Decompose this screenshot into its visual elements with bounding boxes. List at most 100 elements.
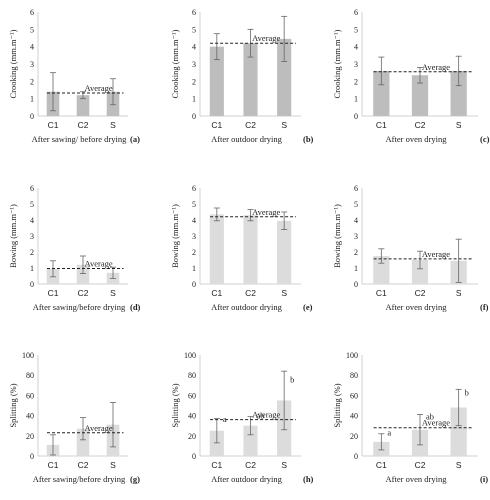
significance-letter: ab — [426, 411, 434, 421]
y-axis-label: Crooking (mm.m⁻¹) — [332, 29, 342, 98]
category-label: C1 — [211, 460, 222, 470]
y-tick-label: 80 — [26, 371, 34, 380]
y-tick-label: 5 — [354, 25, 358, 34]
y-tick-label: 60 — [350, 391, 358, 400]
panel-d: 0 1 2 3 4 5 6 Bowing (mm.m⁻¹) C1 C2 S Average After … — [8, 184, 141, 312]
y-tick-label: 0 — [30, 452, 34, 461]
bar — [243, 43, 258, 117]
panel-label: (f) — [480, 302, 489, 312]
panel-label: (h) — [303, 474, 314, 484]
significance-letter: a — [223, 414, 227, 424]
y-tick-label: 6 — [192, 8, 196, 17]
panel-label: (c) — [480, 134, 490, 144]
x-axis-label: After oven drying — [386, 302, 448, 312]
bar — [277, 220, 292, 284]
y-tick-label: 1 — [192, 264, 196, 273]
bar — [209, 430, 224, 456]
bar — [209, 214, 224, 284]
y-axis-label: Crooking (mm.m⁻¹) — [8, 29, 18, 98]
bar — [450, 70, 467, 116]
y-tick-label: 3 — [30, 232, 34, 241]
category-label: S — [110, 120, 116, 130]
y-tick-label: 3 — [192, 232, 196, 241]
x-axis-label: After sawing/before drying — [33, 474, 126, 484]
average-label: Average — [85, 258, 113, 268]
y-tick-label: 2 — [30, 248, 34, 257]
panel-f: 0 1 2 3 4 5 6 Bowing (mm.m⁻¹) C1 C2 S Average After … — [332, 184, 489, 312]
category-label: S — [281, 120, 287, 130]
panel-h: 0 20 40 60 80 100 Splitting (%) C1 a C2 ab Sb Averag… — [170, 351, 314, 484]
average-label: Average — [85, 423, 113, 433]
category-label: C1 — [376, 460, 387, 470]
y-tick-label: 0 — [354, 280, 358, 289]
panel-label: (b) — [303, 134, 314, 144]
category-label: C1 — [211, 288, 222, 298]
bar — [373, 256, 390, 284]
y-tick-label: 0 — [192, 112, 196, 121]
category-label: C1 — [48, 120, 59, 130]
y-tick-label: 6 — [354, 8, 358, 17]
panel-a: 0 1 2 3 4 5 6 Crooking (mm.m⁻¹) C1 C2 S Average Afte… — [8, 8, 140, 144]
significance-letter: ab — [257, 411, 265, 421]
y-tick-label: 2 — [354, 77, 358, 86]
y-tick-label: 5 — [354, 200, 358, 209]
y-tick-label: 5 — [192, 200, 196, 209]
y-axis-label: Bowing (mm.m⁻¹) — [8, 204, 18, 268]
y-tick-label: 5 — [30, 25, 34, 34]
y-tick-label: 2 — [192, 77, 196, 86]
y-tick-label: 6 — [30, 8, 34, 17]
x-axis-label: After sawing/ before drying — [32, 134, 127, 144]
category-label: C1 — [48, 288, 59, 298]
y-tick-label: 4 — [30, 216, 34, 225]
x-axis-label: After outdoor drying — [211, 134, 283, 144]
y-tick-label: 1 — [192, 95, 196, 104]
category-label: C2 — [78, 288, 89, 298]
category-label: C2 — [245, 120, 256, 130]
y-tick-label: 0 — [30, 112, 34, 121]
y-tick-label: 6 — [30, 184, 34, 193]
bar — [411, 260, 429, 284]
bar — [209, 46, 224, 116]
bar — [243, 425, 258, 456]
category-label: C2 — [415, 120, 426, 130]
y-tick-label: 5 — [192, 25, 196, 34]
panel-i: 0 20 40 60 80 100 Splitting (%) C1 a C2 ab Sb Averag… — [332, 351, 488, 484]
category-label: C1 — [376, 120, 387, 130]
y-tick-label: 3 — [354, 60, 358, 69]
y-axis-label: Bowing (mm.m⁻¹) — [332, 204, 342, 268]
y-tick-label: 3 — [354, 232, 358, 241]
panel-label: (a) — [130, 134, 140, 144]
y-tick-label: 4 — [30, 43, 34, 52]
significance-letter: b — [465, 388, 469, 398]
category-label: S — [110, 288, 116, 298]
bar — [373, 70, 390, 116]
average-label: Average — [252, 207, 280, 217]
y-tick-label: 0 — [192, 452, 196, 461]
category-label: S — [110, 460, 116, 470]
category-label: S — [281, 460, 287, 470]
y-tick-label: 20 — [350, 432, 358, 441]
y-tick-label: 3 — [30, 60, 34, 69]
y-tick-label: 2 — [192, 248, 196, 257]
y-tick-label: 80 — [350, 371, 358, 380]
category-label: C2 — [78, 120, 89, 130]
y-axis-label: Splitting (%) — [332, 383, 342, 427]
y-tick-label: 100 — [22, 351, 34, 360]
significance-letter: b — [290, 374, 294, 384]
category-label: C2 — [245, 288, 256, 298]
category-label: C2 — [415, 288, 426, 298]
y-tick-label: 100 — [184, 351, 196, 360]
panel-b: 0 1 2 3 4 5 6 Crooking (mm.m⁻¹) C1 C2 S Average Afte… — [170, 8, 314, 144]
panel-e: 0 1 2 3 4 5 6 Bowing (mm.m⁻¹) C1 C2 S Average After … — [170, 184, 313, 312]
y-tick-label: 6 — [354, 184, 358, 193]
y-tick-label: 80 — [188, 371, 196, 380]
bar — [411, 75, 429, 116]
y-tick-label: 40 — [350, 412, 358, 421]
y-tick-label: 1 — [30, 264, 34, 273]
panel-label: (g) — [130, 474, 140, 484]
x-axis-label: After oven drying — [386, 474, 448, 484]
category-label: S — [281, 288, 287, 298]
y-tick-label: 20 — [26, 432, 34, 441]
average-label: Average — [422, 418, 450, 428]
